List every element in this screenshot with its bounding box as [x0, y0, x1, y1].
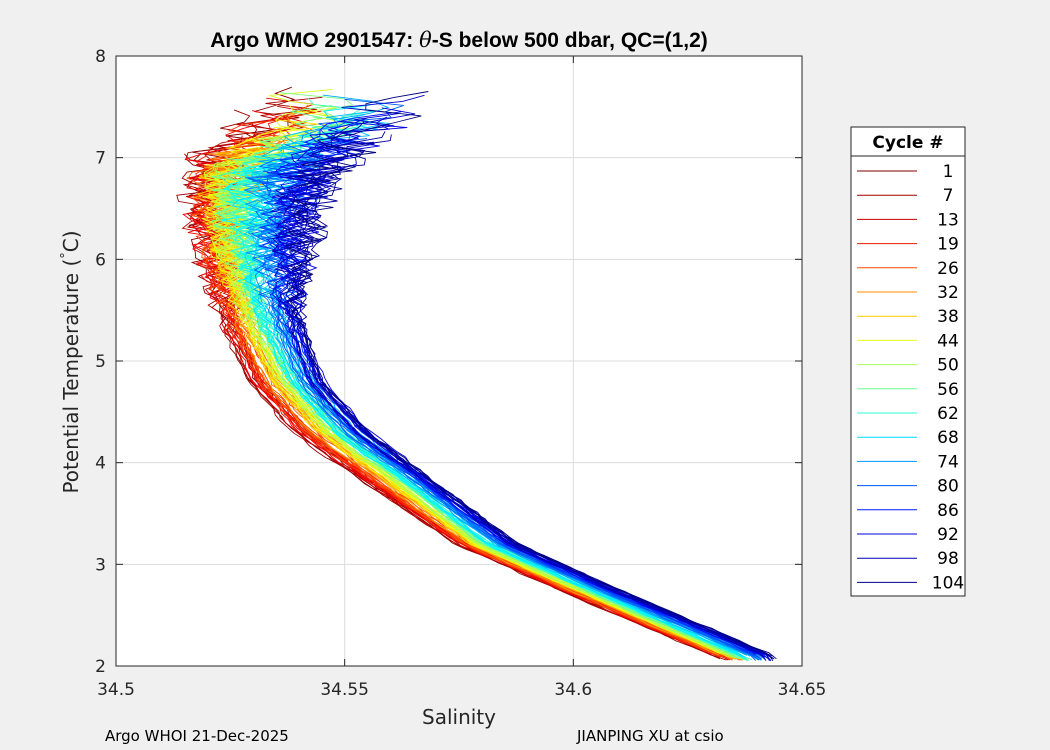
cycle-profile	[288, 91, 777, 660]
legend-label: 80	[937, 477, 959, 497]
profile-lines	[176, 86, 777, 662]
cycle-profile	[226, 149, 743, 658]
legend-label: 32	[937, 283, 959, 303]
y-tick-label: 3	[95, 555, 106, 575]
legend-label: 1	[943, 162, 954, 182]
legend-label: 62	[937, 404, 959, 424]
cycle-profile	[282, 160, 774, 662]
x-axis-label: Salinity	[422, 705, 496, 729]
axis-ticks: 34.5 34.55 34.6 34.65 2 3 4 5 6 7 8	[95, 47, 826, 700]
legend-label: 7	[943, 186, 954, 206]
y-tick-label: 8	[95, 47, 106, 67]
y-tick-label: 6	[95, 250, 106, 270]
cycle-profile	[238, 129, 748, 656]
legend-label: 26	[937, 259, 959, 279]
cycle-profile	[186, 163, 721, 659]
y-axis-label: Potential Temperature (°C)	[59, 230, 83, 493]
y-tick-label: 7	[95, 149, 106, 169]
legend-label: 50	[937, 356, 959, 376]
legend: Cycle # 1 7 13 19 26 32 38 44 50 56 62 68 74 80 86 92 98…	[850, 126, 966, 597]
legend-label: 98	[937, 549, 959, 569]
legend-label: 19	[937, 235, 959, 255]
legend-label: 92	[937, 525, 959, 545]
cycle-profile	[225, 145, 748, 660]
cycle-profile	[211, 158, 740, 660]
x-tick-label: 34.65	[778, 680, 827, 700]
cycle-profile	[260, 147, 760, 661]
cycle-profile	[195, 132, 732, 659]
cycle-profile	[203, 114, 735, 659]
legend-label: 86	[937, 501, 959, 521]
legend-label: 56	[937, 380, 959, 400]
legend-title: Cycle #	[872, 133, 943, 153]
cycle-profile	[211, 92, 745, 661]
legend-label: 68	[937, 428, 959, 448]
cycle-profile	[231, 113, 746, 658]
y-tick-label: 4	[95, 454, 106, 474]
cycle-profile	[204, 174, 733, 658]
legend-label: 13	[937, 210, 959, 230]
cycle-profile	[216, 176, 729, 654]
x-tick-label: 34.5	[97, 680, 135, 700]
y-tick-label: 5	[95, 352, 106, 372]
legend-label: 38	[937, 307, 959, 327]
footer-left: Argo WHOI 21-Dec-2025	[105, 727, 289, 745]
legend-label: 74	[937, 452, 959, 472]
legend-entries: 1 7 13 19 26 32 38 44 50 56 62 68 74 80 86 92 98 104	[857, 162, 964, 593]
cycle-profile	[271, 170, 766, 660]
chart-title: Argo WMO 2901547: θ-S below 500 dbar, QC…	[210, 28, 708, 52]
legend-label: 104	[932, 573, 964, 593]
legend-box	[850, 126, 966, 597]
y-tick-label: 2	[95, 657, 106, 677]
x-tick-label: 34.55	[320, 680, 369, 700]
footer-right: JIANPING XU at csio	[576, 727, 724, 745]
legend-label: 44	[937, 331, 959, 351]
x-tick-label: 34.6	[554, 680, 592, 700]
